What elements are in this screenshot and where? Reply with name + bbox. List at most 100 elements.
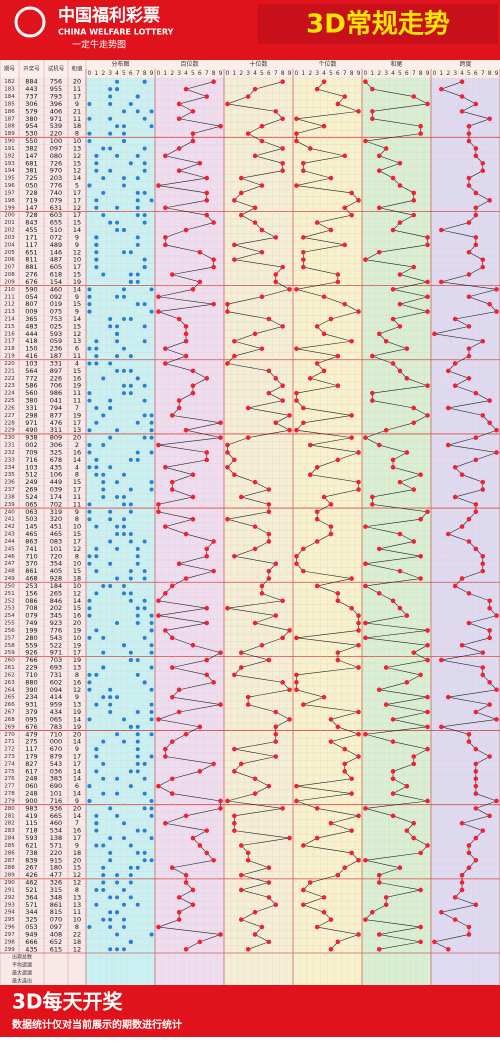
trend-dot — [321, 294, 327, 300]
trend-dot — [432, 331, 437, 337]
trend-dot — [335, 383, 341, 389]
issue: 194 — [4, 168, 15, 174]
distribution-dot — [128, 502, 133, 507]
trend-dot — [294, 390, 299, 396]
test-number: 184 — [50, 582, 62, 590]
distribution-dot — [87, 606, 92, 611]
distribution-dot — [101, 443, 106, 448]
distribution-dot — [94, 843, 99, 848]
group-header: 个位数 — [318, 60, 336, 68]
distribution-dot — [108, 131, 113, 136]
sum: 11 — [73, 352, 81, 360]
trend-dot — [480, 338, 486, 344]
digit-header: 7 — [136, 70, 140, 77]
trend-dot — [245, 131, 251, 136]
test-number: 414 — [50, 693, 62, 701]
draw-number: 954 — [25, 122, 37, 130]
draw-number: 115 — [25, 819, 37, 827]
distribution-dot — [87, 139, 92, 144]
trend-dot — [273, 754, 279, 759]
trend-dot — [238, 650, 244, 655]
trend-dot — [335, 272, 341, 277]
trend-dot — [169, 635, 175, 641]
distribution-dot — [149, 932, 154, 937]
distribution-dot — [108, 858, 113, 863]
draw-number: 971 — [25, 419, 37, 427]
issue: 246 — [4, 554, 15, 560]
trend-dot — [321, 494, 327, 500]
trend-dot — [356, 642, 361, 648]
trend-dot — [163, 524, 168, 529]
digit-header: 4 — [322, 70, 326, 77]
header-row-bg — [0, 60, 500, 78]
test-number: 665 — [50, 812, 62, 820]
trend-dot — [363, 917, 368, 922]
trend-dot — [445, 368, 451, 374]
sum: 15 — [73, 478, 81, 486]
trend-dot — [473, 709, 479, 715]
trend-dot — [397, 301, 403, 307]
distribution-dot — [101, 146, 106, 151]
trend-dot — [390, 175, 396, 181]
distribution-dot — [115, 910, 120, 915]
trend-dot — [349, 576, 354, 581]
draw-number: 728 — [25, 189, 37, 197]
distribution-dot — [121, 109, 126, 114]
sum: 18 — [73, 938, 81, 946]
sum: 8 — [75, 552, 79, 560]
issue: 182 — [4, 79, 15, 85]
issue: 266 — [4, 702, 15, 708]
draw-number: 503 — [25, 515, 37, 523]
sum: 14 — [73, 738, 81, 746]
distribution-dot — [94, 242, 99, 247]
trend-dot — [156, 442, 161, 448]
test-number: 465 — [50, 530, 62, 538]
distribution-dot — [115, 532, 120, 537]
trend-dot — [307, 146, 313, 151]
trend-dot — [370, 86, 375, 92]
trend-dot — [342, 205, 348, 211]
issue: 192 — [4, 153, 15, 159]
sum: 15 — [73, 530, 81, 538]
issue: 209 — [4, 279, 15, 285]
sum: 8 — [75, 671, 79, 679]
trend-dot — [445, 531, 451, 537]
trend-dot — [232, 198, 237, 203]
test-number: 740 — [50, 189, 62, 197]
distribution-dot — [149, 450, 154, 455]
trend-dot — [356, 932, 361, 937]
trend-dot — [232, 828, 237, 833]
trend-dot — [335, 101, 341, 107]
trend-dot — [183, 86, 189, 92]
distribution-dot — [108, 687, 113, 692]
draw-number: 150 — [25, 345, 37, 353]
test-number: 756 — [50, 78, 62, 86]
trend-dot — [439, 86, 444, 92]
sum: 14 — [73, 812, 81, 820]
trend-dot — [328, 531, 334, 537]
test-number: 815 — [50, 908, 62, 916]
trend-dot — [163, 754, 168, 759]
trend-dot — [363, 806, 368, 811]
trend-dot — [252, 909, 258, 915]
distribution-dot — [128, 724, 133, 729]
trend-dot — [211, 79, 216, 85]
distribution-dot — [108, 806, 113, 811]
trend-dot — [439, 227, 444, 233]
sum: 11 — [73, 493, 81, 501]
test-number: 631 — [50, 204, 62, 212]
trend-dot — [342, 153, 348, 159]
trend-dot — [238, 190, 244, 196]
draw-number: 863 — [25, 537, 37, 545]
sum: 17 — [73, 196, 81, 204]
sum: 15 — [73, 864, 81, 872]
digit-header: 4 — [460, 70, 464, 77]
test-number: 180 — [50, 864, 62, 872]
trend-dot — [480, 479, 486, 485]
trend-dot — [411, 487, 417, 492]
distribution-dot — [115, 480, 120, 485]
draw-number: 550 — [25, 137, 37, 145]
trend-dot — [335, 939, 341, 945]
trend-dot — [245, 405, 251, 411]
trend-dot — [411, 405, 417, 411]
